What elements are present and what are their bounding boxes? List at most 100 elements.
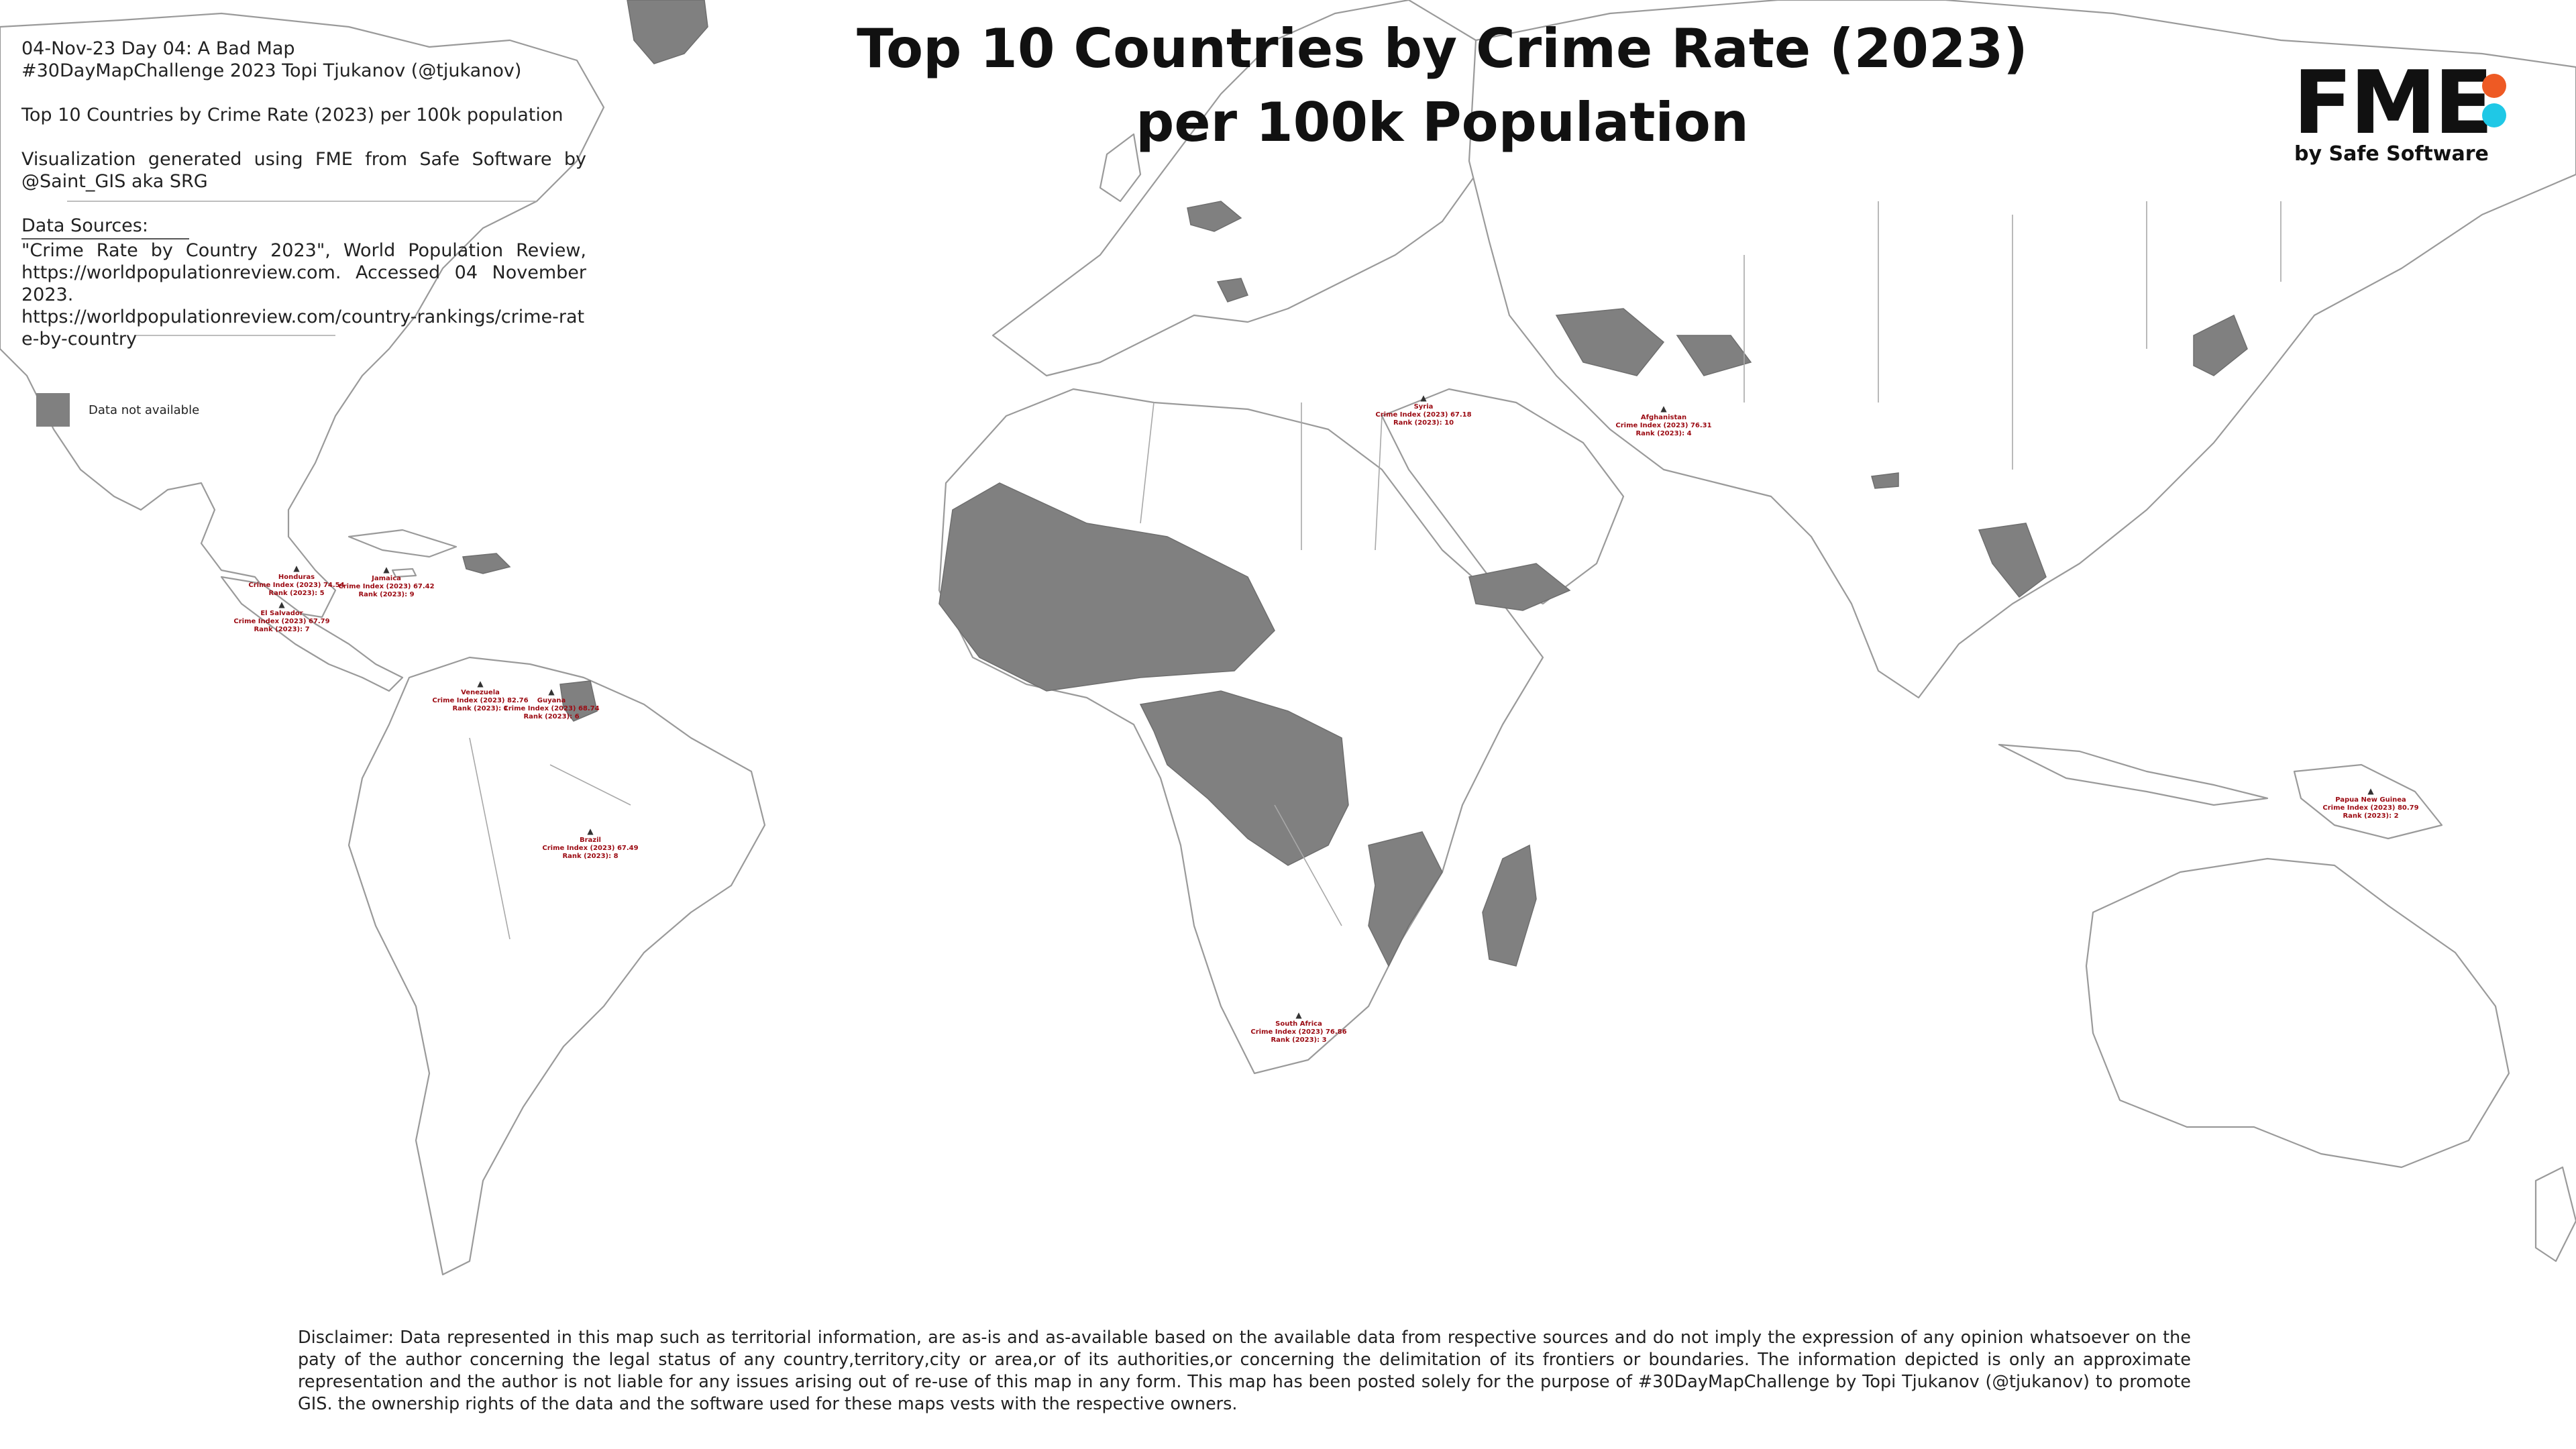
marker-icon: ▲ <box>1295 1010 1302 1020</box>
landmass-french-guiana <box>559 680 598 722</box>
marker-icon: ▲ <box>477 679 484 688</box>
country-label-venezuela: ▲ Venezuela Crime Index (2023) 82.76 Ran… <box>432 679 528 713</box>
crime-rank: Rank (2023): 10 <box>1393 419 1454 427</box>
landmass-tajikistan-no-data <box>1676 335 1752 376</box>
credit-line: Visualization generated using FME from S… <box>21 149 586 192</box>
crime-rank: Rank (2023): 8 <box>562 853 619 860</box>
map-title: Top 10 Countries by Crime Rate (2023) pe… <box>857 17 2028 154</box>
spacer <box>21 82 586 104</box>
landmass-asia <box>1468 0 2576 699</box>
marker-icon: ▲ <box>548 687 555 696</box>
country-label-south-africa: ▲ South Africa Crime Index (2023) 76.86 … <box>1250 1010 1346 1044</box>
crime-rank: Rank (2023): 6 <box>523 713 580 720</box>
spacer <box>21 126 586 148</box>
logo-subtitle: by Safe Software <box>2294 142 2489 166</box>
marker-icon: ▲ <box>2367 786 2374 796</box>
marker-icon: ▲ <box>587 826 594 836</box>
landmass-middle-east <box>1381 388 1625 605</box>
country-name: Afghanistan <box>1640 414 1687 421</box>
landmass-central-america <box>220 576 404 692</box>
disclaimer: Disclaimer: Data represented in this map… <box>298 1328 2191 1414</box>
crime-index: Crime Index (2023) 67.49 <box>542 845 639 852</box>
source-url: https://worldpopulationreview.com/countr… <box>21 307 585 350</box>
country-name: Honduras <box>278 574 315 581</box>
landmass-jamaica <box>391 568 417 578</box>
crime-index: Crime Index (2023) 67.42 <box>338 583 435 590</box>
country-label-papua-new-guinea: ▲ Papua New Guinea Crime Index (2023) 80… <box>2322 786 2418 820</box>
landmass-central-asia-no-data <box>1555 308 1665 376</box>
country-name: South Africa <box>1275 1020 1322 1028</box>
crime-rank: Rank (2023): 1 <box>452 705 508 712</box>
marker-icon: ▲ <box>1420 393 1427 402</box>
country-label-brazil: ▲ Brazil Crime Index (2023) 67.49 Rank (… <box>542 826 638 861</box>
crime-index: Crime Index (2023) 82.76 <box>432 697 529 704</box>
landmass-australia <box>2085 857 2510 1169</box>
legend-swatch <box>36 393 70 427</box>
landmass-hispaniola <box>462 553 511 574</box>
logo-wordmark: FME <box>2293 52 2493 154</box>
landmass-czechia <box>1187 201 1242 232</box>
landmass-west-africa-no-data <box>938 482 1275 692</box>
country-label-afghanistan: ▲ Afghanistan Crime Index (2023) 76.31 R… <box>1615 404 1711 438</box>
crime-index: Crime Index (2023) 67.79 <box>233 618 330 625</box>
logo-dot-cyan <box>2482 103 2506 127</box>
spacer <box>21 193 586 215</box>
crime-index: Crime Index (2023) 68.74 <box>503 705 600 712</box>
challenge-line: #30DayMapChallenge 2023 Topi Tjukanov (@… <box>21 60 522 81</box>
landmass-central-africa-no-data <box>1139 690 1349 866</box>
crime-index: Crime Index (2023) 76.31 <box>1615 422 1712 429</box>
marker-icon: ▲ <box>1660 404 1667 413</box>
country-name: El Salvador <box>260 610 303 617</box>
landmass-mozambique-no-data <box>1368 831 1443 967</box>
crime-rank: Rank (2023): 5 <box>268 590 325 597</box>
landmass-new-guinea <box>2293 763 2443 840</box>
country-borders <box>67 201 2282 940</box>
date-line: 04-Nov-23 Day 04: A Bad Map <box>21 38 295 59</box>
crime-index: Crime Index (2023) 80.79 <box>2322 804 2419 812</box>
country-name: Syria <box>1413 403 1434 411</box>
landmass-bhutan-no-data <box>1871 472 1899 489</box>
logo-dot-orange <box>2482 74 2506 98</box>
marker-icon: ▲ <box>293 564 300 573</box>
country-name: Papua New Guinea <box>2335 796 2406 804</box>
subtitle-line: Top 10 Countries by Crime Rate (2023) pe… <box>21 105 564 125</box>
crime-rank: Rank (2023): 4 <box>1635 430 1692 437</box>
landmass-uk <box>1099 133 1142 203</box>
landmass-cuba <box>347 529 458 558</box>
legend-label: Data not available <box>89 402 200 417</box>
landmass-north-america <box>0 12 605 619</box>
country-name: Venezuela <box>461 689 500 696</box>
marker-icon: ▲ <box>383 565 390 574</box>
crime-rank: Rank (2023): 2 <box>2343 812 2399 820</box>
legend: Data not available <box>36 393 199 427</box>
country-name: Brazil <box>580 837 601 844</box>
crime-rank: Rank (2023): 9 <box>358 591 415 598</box>
crime-index: Crime Index (2023) 74.54 <box>248 582 345 589</box>
country-label-honduras: ▲ Honduras Crime Index (2023) 74.54 Rank… <box>248 564 344 598</box>
landmass-yemen-no-data <box>1468 563 1571 611</box>
crime-index: Crime Index (2023) 76.86 <box>1250 1028 1347 1036</box>
marker-icon: ▲ <box>278 600 285 609</box>
crime-index: Crime Index (2023) 67.18 <box>1375 411 1472 419</box>
crime-rank: Rank (2023): 3 <box>1271 1036 1327 1044</box>
landmass-laos-no-data <box>1978 523 2047 598</box>
landmass-new-zealand <box>2534 1166 2576 1263</box>
source-citation: "Crime Rate by Country 2023", World Popu… <box>21 240 586 305</box>
country-label-jamaica: ▲ Jamaica Crime Index (2023) 67.42 Rank … <box>338 565 434 599</box>
sources-heading: Data Sources: <box>21 215 148 236</box>
info-block: 04-Nov-23 Day 04: A Bad Map #30DayMapCha… <box>21 38 586 350</box>
country-label-guyana: ▲ Guyana Crime Index (2023) 68.74 Rank (… <box>503 687 599 721</box>
sources-divider <box>21 238 189 239</box>
landmass-bosnia <box>1216 278 1248 303</box>
landmass-greenland <box>627 0 708 64</box>
fme-logo: FME by Safe Software <box>2293 52 2506 166</box>
landmass-madagascar <box>1482 844 1537 967</box>
country-label-el-salvador: ▲ El Salvador Crime Index (2023) 67.79 R… <box>233 600 329 634</box>
landmass-south-america <box>347 656 766 1276</box>
country-name: Guyana <box>537 697 566 704</box>
country-name: Jamaica <box>372 575 401 582</box>
crime-rank: Rank (2023): 7 <box>254 626 310 633</box>
landmass-indonesia <box>1998 743 2269 806</box>
landmass-north-korea-no-data <box>2193 314 2248 376</box>
